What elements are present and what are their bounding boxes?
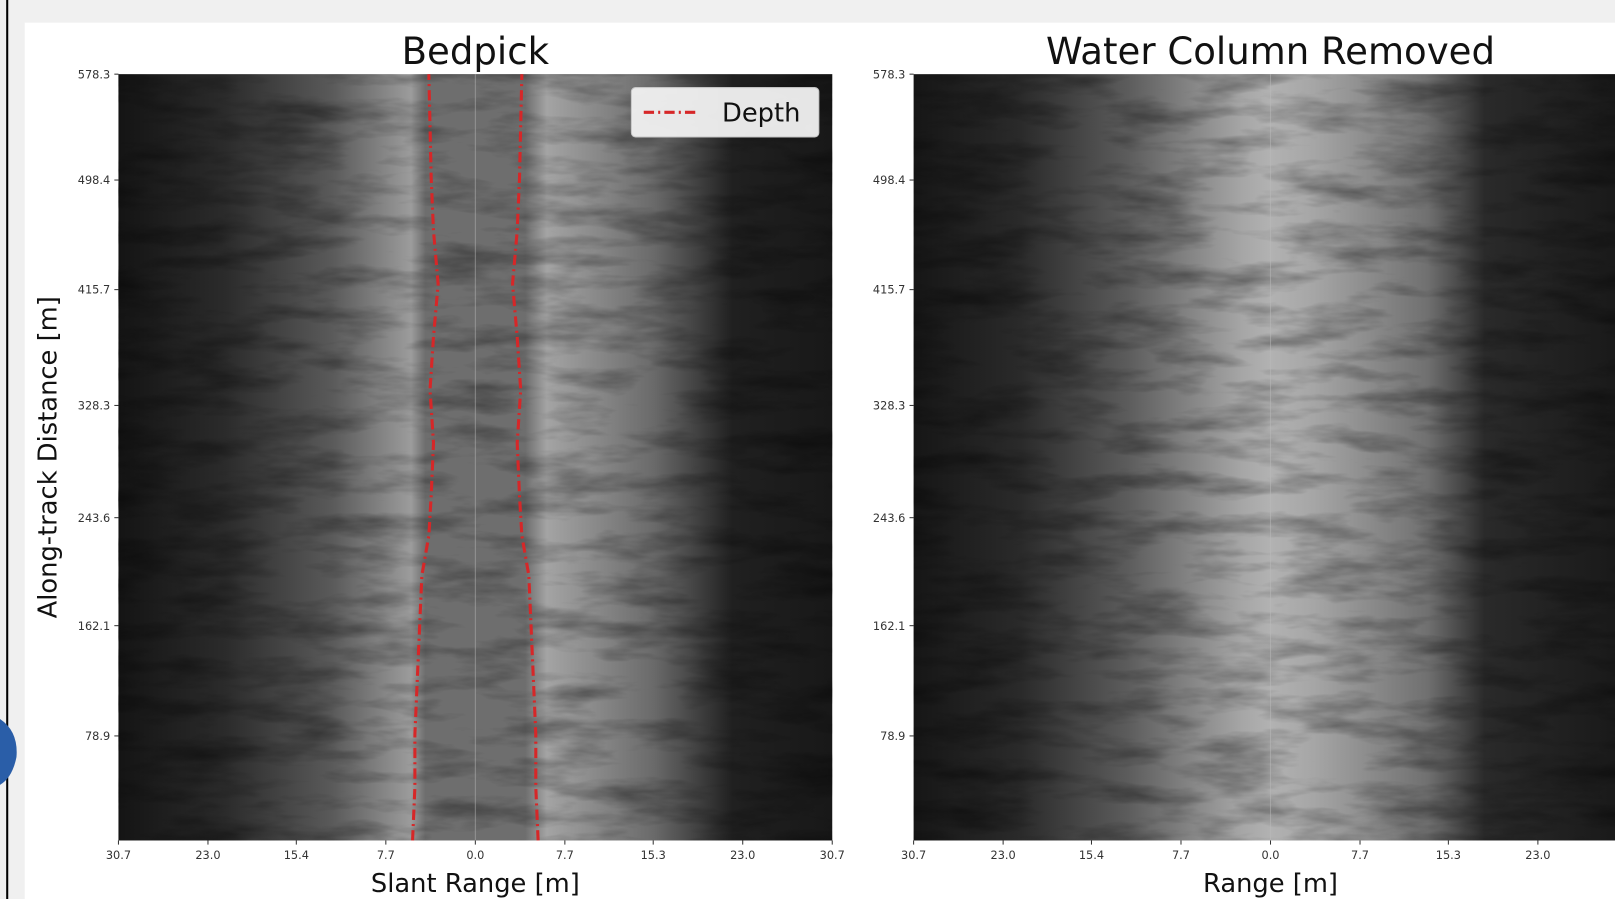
y-tick-label: 498.4 <box>78 173 110 187</box>
y-tick-label: 578.3 <box>78 67 110 81</box>
depth-line <box>510 74 540 841</box>
x-axis-label: Range [m] <box>1203 869 1338 899</box>
x-tick-label: 15.4 <box>1079 848 1104 862</box>
sonar-texture <box>913 74 1615 841</box>
x-tick-label: 7.7 <box>1351 848 1369 862</box>
x-tick-label: 23.0 <box>730 848 755 862</box>
x-tick-label: 15.3 <box>641 848 666 862</box>
x-tick-label: 23.0 <box>195 848 220 862</box>
x-tick-label: 30.7 <box>106 848 131 862</box>
x-tick-label: 23.0 <box>1525 848 1550 862</box>
depth-line <box>411 74 440 841</box>
y-tick-label: 162.1 <box>78 619 110 633</box>
y-tick-label: 498.4 <box>873 173 905 187</box>
y-tick-label: 578.3 <box>873 67 905 81</box>
y-axis-label: Along-track Distance [m] <box>34 296 64 618</box>
y-tick-label: 78.9 <box>85 729 110 743</box>
x-tick-label: 15.3 <box>1436 848 1461 862</box>
y-tick-label: 328.3 <box>873 399 905 413</box>
y-tick-label: 243.6 <box>78 511 110 525</box>
y-tick-label: 328.3 <box>78 399 110 413</box>
legend-box <box>630 87 820 138</box>
legend-label: Depth <box>722 99 800 129</box>
y-tick-label: 415.7 <box>873 283 905 297</box>
chart-title: Water Column Removed <box>1046 30 1495 73</box>
x-tick-label: 7.7 <box>377 848 395 862</box>
y-tick-label: 415.7 <box>78 283 110 297</box>
x-tick-label: 0.0 <box>466 848 484 862</box>
x-tick-label: 30.7 <box>901 848 926 862</box>
y-tick-label: 243.6 <box>873 511 905 525</box>
y-tick-label: 162.1 <box>873 619 905 633</box>
x-axis-label: Slant Range [m] <box>371 869 580 899</box>
x-tick-label: 15.4 <box>284 848 309 862</box>
chart-title: Bedpick <box>402 30 550 73</box>
side-decoration <box>0 718 17 785</box>
y-tick-label: 78.9 <box>880 729 905 743</box>
x-tick-label: 7.7 <box>556 848 574 862</box>
x-tick-label: 30.7 <box>820 848 845 862</box>
x-tick-label: 23.0 <box>991 848 1016 862</box>
x-tick-label: 7.7 <box>1172 848 1190 862</box>
x-tick-label: 0.0 <box>1261 848 1279 862</box>
